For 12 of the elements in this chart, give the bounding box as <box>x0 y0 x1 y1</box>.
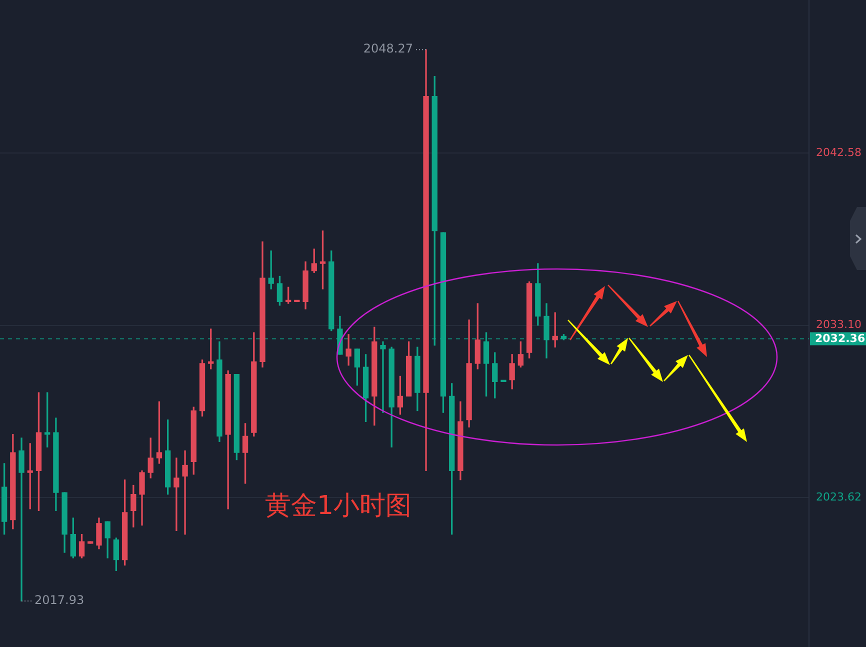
annotation: 2048.27 <box>363 42 414 56</box>
candlestick <box>174 458 180 532</box>
candlestick <box>380 341 386 413</box>
y-tick-label: 2042.58 <box>816 146 862 159</box>
candlestick <box>18 438 24 602</box>
candlestick <box>346 334 352 366</box>
y-tick-label: 2023.62 <box>816 490 862 504</box>
candlestick <box>182 450 188 535</box>
annotation: 2017.93 <box>34 593 84 608</box>
y-tick-label: 2033.10 <box>816 318 862 332</box>
text: 黄金1小时图 <box>265 491 412 521</box>
ref-line-label: 2032.36 <box>815 332 866 346</box>
